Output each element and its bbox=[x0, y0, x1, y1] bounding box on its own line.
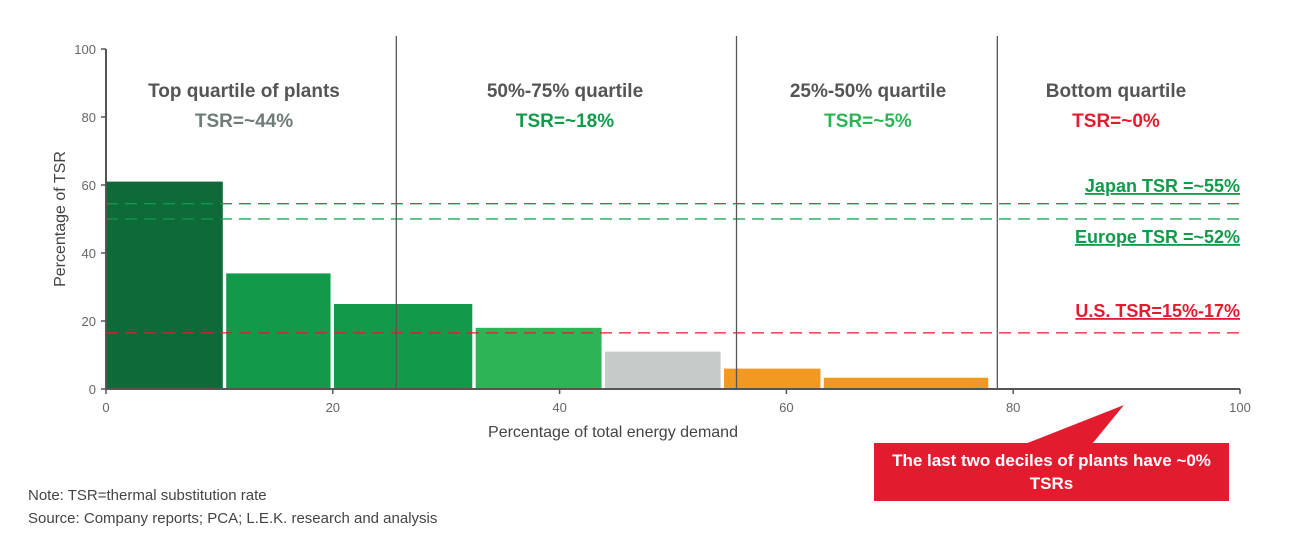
reference-label-0: Japan TSR =~55% bbox=[1085, 176, 1240, 196]
quartile-title-0: Top quartile of plants bbox=[148, 81, 340, 102]
note-text: Note: TSR=thermal substitution rate bbox=[28, 487, 267, 504]
bar-2 bbox=[333, 304, 473, 389]
quartile-tsr-0: TSR=~44% bbox=[195, 111, 293, 132]
x-tick-label: 20 bbox=[326, 400, 340, 415]
annotation-callout: The last two deciles of plants have ~0% … bbox=[874, 443, 1229, 501]
bar-5 bbox=[724, 368, 821, 389]
x-tick-label: 60 bbox=[779, 400, 793, 415]
quartile-tsr-2: TSR=~5% bbox=[824, 111, 912, 132]
y-tick-label: 100 bbox=[74, 42, 96, 57]
x-tick-label: 40 bbox=[552, 400, 566, 415]
y-axis-label: Percentage of TSR bbox=[52, 151, 69, 287]
quartile-title-3: Bottom quartile bbox=[1046, 81, 1186, 102]
y-tick-label: 40 bbox=[82, 246, 96, 261]
source-text: Source: Company reports; PCA; L.E.K. res… bbox=[28, 510, 438, 527]
bar-4 bbox=[604, 351, 721, 389]
y-tick-label: 80 bbox=[82, 110, 96, 125]
bar-3 bbox=[475, 327, 602, 389]
quartile-title-2: 25%-50% quartile bbox=[790, 81, 946, 102]
x-axis-label: Percentage of total energy demand bbox=[488, 424, 738, 441]
y-tick-label: 20 bbox=[82, 314, 96, 329]
y-tick-label: 0 bbox=[89, 382, 96, 397]
x-tick-label: 0 bbox=[102, 400, 109, 415]
bar-1 bbox=[226, 273, 331, 389]
x-tick-label: 80 bbox=[1006, 400, 1020, 415]
bar-6 bbox=[823, 377, 989, 389]
reference-label-2: U.S. TSR=15%-17% bbox=[1075, 301, 1240, 321]
quartile-tsr-1: TSR=~18% bbox=[516, 111, 614, 132]
bar-0 bbox=[106, 181, 223, 389]
reference-label-1: Europe TSR =~52% bbox=[1075, 227, 1240, 247]
x-tick-label: 100 bbox=[1229, 400, 1251, 415]
callout-pointer bbox=[1025, 405, 1124, 444]
y-tick-label: 60 bbox=[82, 178, 96, 193]
quartile-tsr-3: TSR=~0% bbox=[1072, 111, 1160, 132]
quartile-title-1: 50%-75% quartile bbox=[487, 81, 643, 102]
